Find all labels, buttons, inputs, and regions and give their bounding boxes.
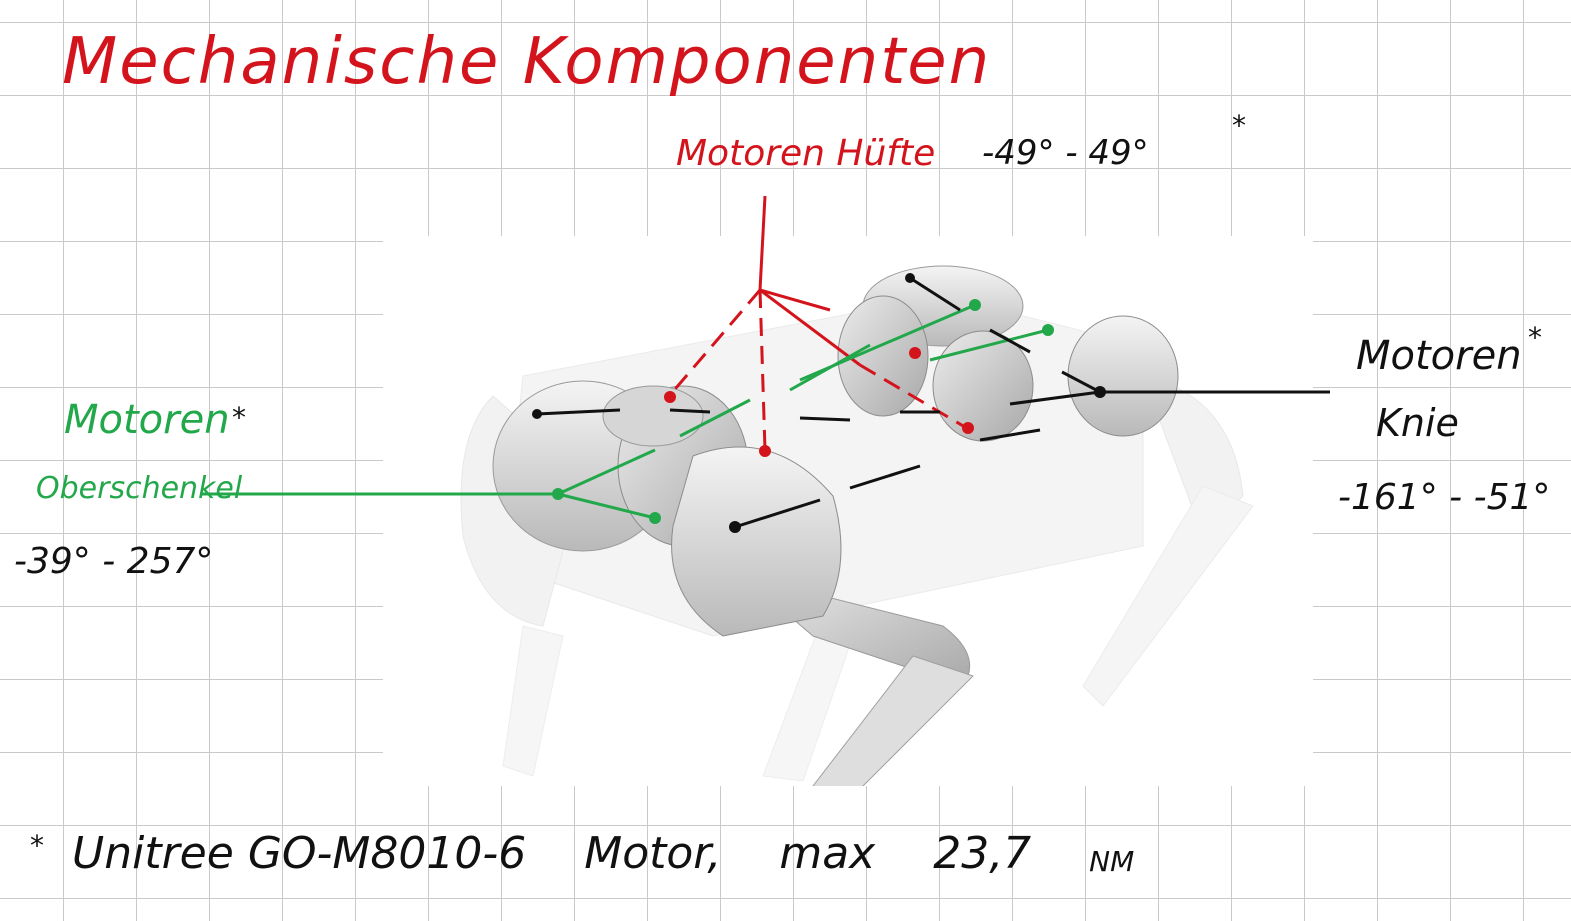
- knee-pointer-lines: [536, 276, 1330, 529]
- thigh-footnote-star: *: [232, 401, 246, 434]
- hip-footnote-star: *: [1232, 109, 1246, 142]
- hip-motor-label: Motoren Hüfte: [676, 133, 936, 174]
- thigh-motor-label: Motoren: [64, 397, 230, 443]
- footnote-max: max: [779, 828, 876, 879]
- front-motors: [492, 380, 842, 637]
- footnote-model: GO-M8010-6: [247, 828, 527, 879]
- robot-illustration: [460, 265, 1254, 797]
- hip-pointer-lines: [668, 195, 971, 451]
- rear-motors: [837, 265, 1179, 442]
- footnote: * Unitree GO-M8010-6 Motor, max 23,7 NM: [30, 832, 1178, 876]
- thigh-pointer-lines: [200, 303, 1049, 520]
- thigh-motor-range: -39° - 257°: [14, 541, 214, 582]
- thigh-motor-dots: [552, 299, 1054, 524]
- robot-image: [383, 236, 1313, 797]
- footnote-torque-unit: NM: [1089, 845, 1135, 878]
- hip-motor-range: -49° - 49°: [982, 133, 1149, 173]
- footnote-torque-value: 23,7: [933, 828, 1032, 879]
- knee-motor-range: -161° - -51°: [1338, 477, 1551, 518]
- hip-motor-dots: [664, 347, 974, 457]
- footnote-motor: Motor,: [584, 828, 722, 879]
- knee-motor-dots: [532, 273, 1106, 533]
- footnote-star: *: [30, 829, 44, 862]
- knee-motor-label: Motoren: [1356, 333, 1522, 379]
- knee-motor-sublabel: Knie: [1376, 401, 1459, 445]
- page-title: Mechanische Komponenten: [62, 25, 992, 99]
- thigh-motor-sublabel: Oberschenkel: [36, 471, 243, 506]
- knee-footnote-star: *: [1528, 321, 1542, 354]
- footnote-brand: Unitree: [72, 828, 234, 879]
